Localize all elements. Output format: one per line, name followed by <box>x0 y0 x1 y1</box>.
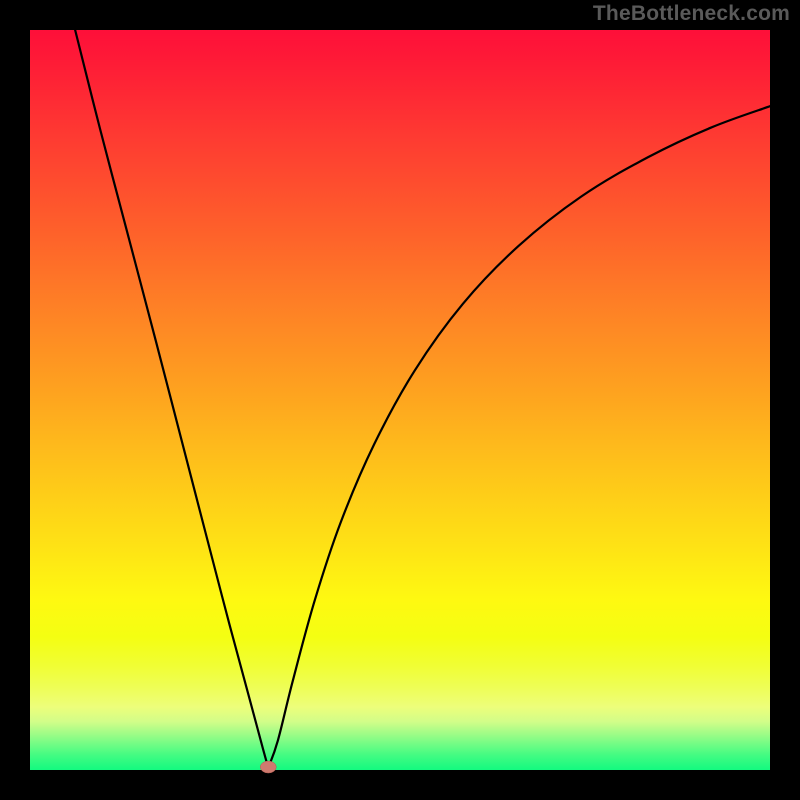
curve-left-branch <box>75 30 268 768</box>
curve-right-branch <box>268 106 770 768</box>
chart-container: TheBottleneck.com <box>0 0 800 800</box>
trough-marker <box>260 761 276 773</box>
watermark-text: TheBottleneck.com <box>593 2 790 26</box>
curve-layer <box>0 0 800 800</box>
